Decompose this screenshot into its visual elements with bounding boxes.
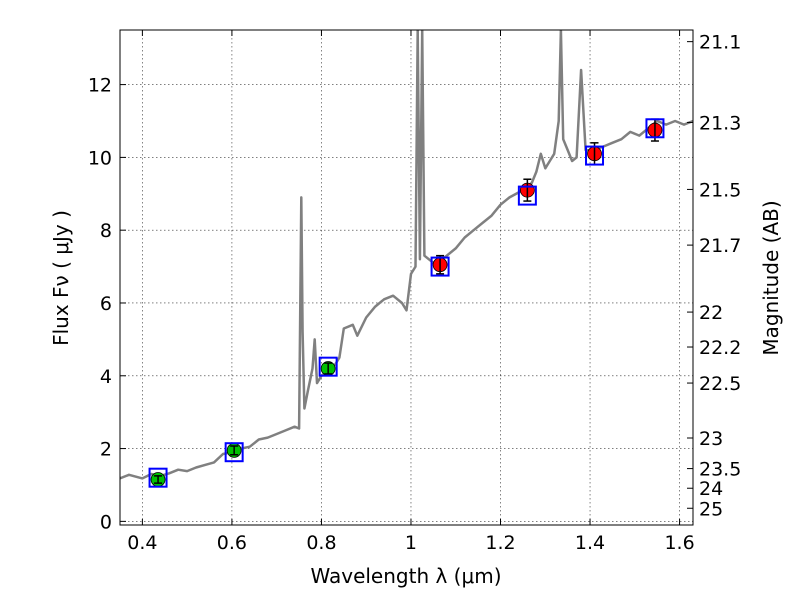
x-tick-label: 0.4 (127, 532, 157, 554)
y-axis-label: Flux Fν ( μJy ) (49, 210, 73, 346)
model-flux-square (585, 145, 605, 166)
magnitude-tick-label: 22.5 (699, 373, 741, 395)
y-tick-label: 12 (88, 75, 112, 97)
magnitude-tick-label: 21.3 (699, 112, 741, 134)
magnitude-tick-label: 22 (699, 302, 723, 324)
x-axis-label: Wavelength λ (μm) (310, 564, 501, 588)
model-flux-square (224, 442, 244, 463)
magnitude-tick-label: 21.5 (699, 179, 741, 201)
right-axis-label: Magnitude (AB) (759, 200, 783, 355)
model-flux-square (430, 256, 450, 277)
model-flux-square (148, 467, 168, 488)
model-flux-square (645, 118, 665, 139)
grid (120, 30, 693, 525)
axis-ticks: 0.4 0.6 0.8 1 1.2 1.4 1.602468101221.121.321.5… (88, 30, 741, 554)
x-tick-label: 1 (405, 532, 417, 554)
y-tick-label: 6 (100, 293, 112, 315)
magnitude-tick-label: 21.7 (699, 235, 741, 257)
magnitude-tick-label: 21.1 (699, 32, 741, 54)
magnitude-tick-label: 23 (699, 428, 723, 450)
y-tick-label: 2 (100, 439, 112, 461)
magnitude-tick-label: 24 (699, 478, 723, 500)
magnitude-tick-label: 25 (699, 498, 723, 520)
x-tick-label: 0.6 (217, 532, 247, 554)
x-tick-label: 1.6 (664, 532, 694, 554)
magnitude-tick-label: 22.2 (699, 337, 741, 359)
plot-frame (119, 29, 694, 526)
x-tick-label: 1.4 (575, 532, 605, 554)
y-tick-label: 0 (100, 511, 112, 533)
sed-curve (120, 30, 693, 480)
model-flux-square (318, 356, 338, 377)
y-tick-label: 8 (100, 220, 112, 242)
y-tick-label: 10 (88, 147, 112, 169)
model-flux-square (517, 185, 537, 206)
plot-area (120, 30, 693, 480)
markers (148, 118, 665, 488)
y-tick-label: 4 (100, 366, 112, 388)
x-tick-label: 0.8 (306, 532, 336, 554)
magnitude-tick-label: 23.5 (699, 459, 741, 481)
x-tick-label: 1.2 (485, 532, 515, 554)
